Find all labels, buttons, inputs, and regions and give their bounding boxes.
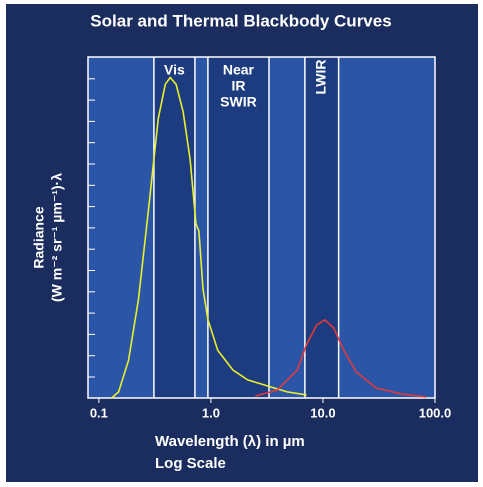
band-label: IR [231,78,245,94]
x-tick-label: 0.1 [90,405,108,420]
curve [111,76,307,399]
y-axis-label: (W m⁻² sr⁻¹ µm⁻¹)·λ [49,173,65,302]
band-label: Near [223,62,255,78]
band-label: LWIR [312,60,328,95]
band-label: Vis [164,62,185,78]
x-axis-label: Log Scale [155,455,226,472]
y-axis-label: Radiance [31,206,47,268]
chart-title: Solar and Thermal Blackbody Curves [90,11,391,30]
curve [255,318,427,398]
band [207,57,270,398]
band [153,57,195,398]
x-axis-label: Wavelength (λ) in µm [155,433,305,450]
band-label: SWIR [220,94,257,110]
band [304,57,339,398]
x-tick-label: 10.0 [310,405,335,420]
x-tick-label: 1.0 [202,405,220,420]
x-tick-label: 100.0 [419,405,452,420]
